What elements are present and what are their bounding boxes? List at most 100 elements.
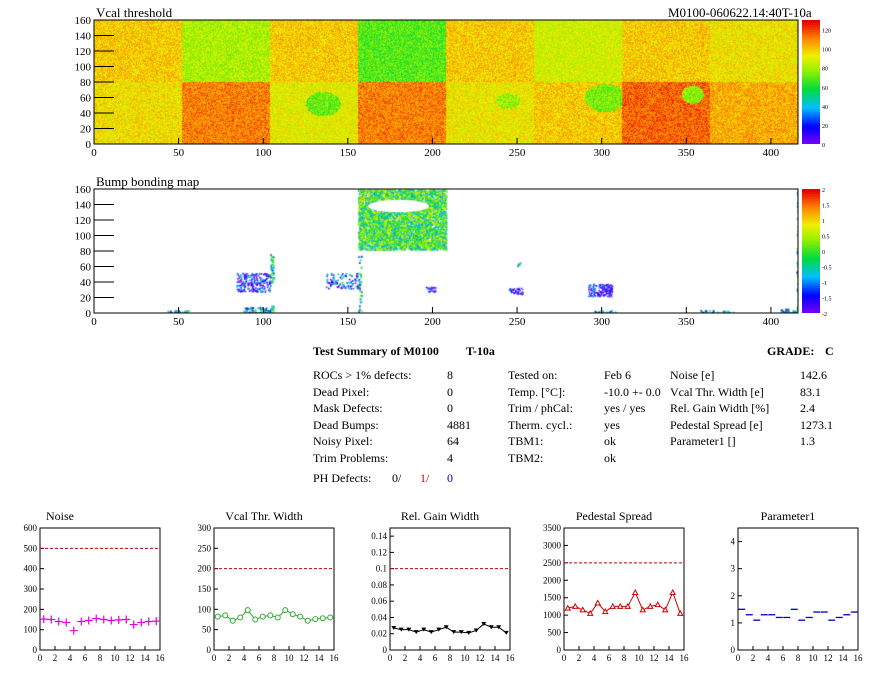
small-xtick-label: 2 [751, 653, 756, 663]
vcal-zscale-label: 40 [822, 105, 828, 111]
small-xtick-label: 6 [781, 653, 786, 663]
data-point [618, 604, 623, 609]
small-ytick-label: 300 [198, 523, 212, 533]
summary-row-value: 2.4 [800, 401, 815, 416]
small-xtick-label: 16 [330, 653, 340, 663]
small-plot-frame [214, 528, 334, 650]
small-plot-frame [390, 528, 510, 650]
small-xtick-label: 14 [491, 653, 501, 663]
summary-row-value: 64 [447, 434, 459, 449]
small-ytick-label: 2500 [543, 558, 562, 568]
summary-row-label: Rel. Gain Width [%] [670, 401, 769, 416]
bump-zscale-label: 2 [822, 188, 825, 194]
data-point [580, 607, 585, 612]
vcal-xtick-label: 250 [509, 147, 526, 159]
data-point [115, 616, 123, 624]
summary-row-value: 1273.1 [800, 418, 833, 433]
bump-ytick-label: 100 [75, 231, 92, 243]
vcal-zscale-label: 80 [822, 67, 828, 73]
ph-defects-value-2: 0 [447, 471, 453, 486]
small-xtick-label: 16 [506, 653, 516, 663]
data-point [313, 617, 318, 622]
data-point [253, 617, 258, 622]
vcal-zscale-label: 60 [822, 86, 828, 92]
vcal-xtick-label: 150 [340, 147, 357, 159]
data-point [595, 600, 600, 605]
small-ytick-label: 150 [198, 584, 212, 594]
summary-row-label: Trim / phCal: [508, 401, 573, 416]
summary-row-value: 0 [447, 385, 453, 400]
small-plot-title-2: Rel. Gain Width [401, 509, 479, 523]
small-ytick-label: 1 [731, 618, 736, 628]
small-ytick-label: 0.14 [371, 531, 387, 541]
small-ytick-label: 500 [24, 543, 38, 553]
data-point [573, 604, 578, 609]
small-xtick-label: 4 [592, 653, 597, 663]
small-ytick-label: 0.12 [371, 547, 387, 557]
vcal-xtick-label: 50 [173, 147, 185, 159]
data-point [260, 614, 265, 619]
ph-defects-label: PH Defects: [313, 471, 371, 486]
data-point [62, 619, 70, 627]
summary-row-value: 0 [447, 401, 453, 416]
bump-zscale-label: -2 [822, 312, 827, 318]
small-ytick-label: 200 [24, 604, 38, 614]
summary-row-label: Tested on: [508, 368, 557, 383]
small-plot-frame [738, 528, 858, 650]
bump-xtick-label: 300 [593, 316, 610, 328]
small-xtick-label: 8 [622, 653, 627, 663]
small-xtick-label: 12 [650, 653, 659, 663]
summary-row-value: 8 [447, 368, 453, 383]
small-xtick-label: 4 [418, 653, 423, 663]
small-xtick-label: 12 [300, 653, 309, 663]
small-xtick-label: 4 [766, 653, 771, 663]
data-point [268, 613, 273, 618]
bump-ytick-label: 40 [80, 277, 92, 289]
small-xtick-label: 6 [257, 653, 262, 663]
summary-row-value: yes / yes [604, 401, 645, 416]
vcal-xtick-label: 200 [424, 147, 441, 159]
small-ytick-label: 50 [202, 625, 212, 635]
data-point [47, 616, 55, 624]
data-point [436, 628, 441, 632]
small-ytick-label: 0.06 [371, 596, 387, 606]
data-point [152, 617, 160, 625]
data-point [215, 614, 220, 619]
small-xtick-label: 8 [796, 653, 801, 663]
small-ytick-label: 2000 [543, 575, 562, 585]
vcal-xtick-label: 300 [593, 147, 610, 159]
summary-row-label: Noise [e] [670, 368, 714, 383]
small-xtick-label: 10 [809, 653, 819, 663]
small-xtick-label: 2 [403, 653, 408, 663]
bump-zscale-label: 0.5 [822, 235, 830, 241]
bump-zscale-label: 1 [822, 219, 825, 225]
data-point [655, 602, 660, 607]
bump-frame [94, 189, 798, 313]
summary-row-label: Parameter1 [] [670, 434, 736, 449]
summary-row-value: 1.3 [800, 434, 815, 449]
data-point [40, 615, 48, 623]
bump-axes: 0 50 100 150 200 250 300 350 4000204060801001201… [0, 170, 896, 350]
bump-ytick-label: 160 [75, 184, 92, 196]
small-xtick-label: 0 [736, 653, 741, 663]
vcal-xtick-label: 350 [678, 147, 695, 159]
data-point [92, 614, 100, 622]
vcal-ytick-label: 20 [80, 124, 92, 136]
data-point [678, 611, 683, 616]
small-xtick-label: 12 [476, 653, 485, 663]
data-point [648, 604, 653, 609]
small-xtick-label: 0 [212, 653, 217, 663]
summary-row-label: Noisy Pixel: [313, 434, 373, 449]
bump-xtick-label: 200 [424, 316, 441, 328]
summary-row-label: Vcal Thr. Width [e] [670, 385, 764, 400]
small-xtick-label: 2 [227, 653, 232, 663]
data-point [328, 615, 333, 620]
small-ytick-label: 1500 [543, 593, 562, 603]
data-point [245, 608, 250, 613]
small-xtick-label: 12 [824, 653, 833, 663]
data-point [107, 617, 115, 625]
bump-ytick-label: 140 [75, 200, 92, 212]
small-xtick-label: 10 [461, 653, 471, 663]
small-plot-title-0: Noise [46, 509, 74, 523]
summary-row-value: 4 [447, 451, 453, 466]
